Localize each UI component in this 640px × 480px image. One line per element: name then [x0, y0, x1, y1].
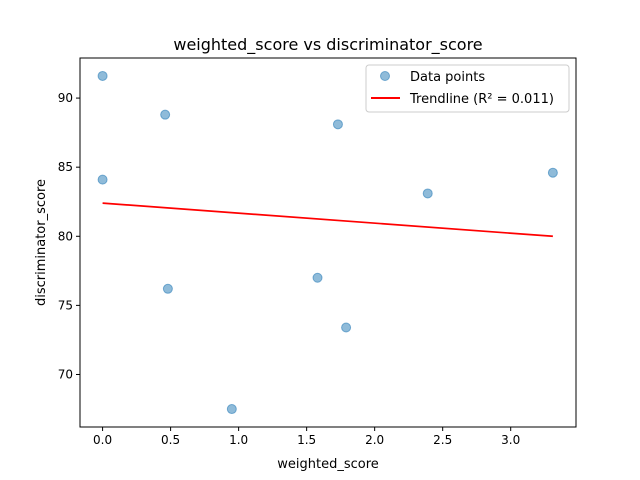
legend-marker-data-points — [380, 71, 390, 81]
y-tick-label: 70 — [58, 367, 73, 381]
plot-area-frame — [79, 57, 577, 428]
x-tick-label: 0.0 — [93, 433, 112, 447]
data-point — [422, 188, 433, 199]
data-point — [97, 174, 108, 185]
data-point — [97, 70, 108, 81]
y-tick-label: 75 — [58, 298, 73, 312]
data-point — [226, 404, 237, 415]
y-tick-label: 85 — [58, 160, 73, 174]
x-tick-label: 3.0 — [501, 433, 520, 447]
x-tick-label: 1.0 — [229, 433, 248, 447]
x-tick-label: 2.5 — [433, 433, 452, 447]
x-tick-label: 2.0 — [365, 433, 384, 447]
y-axis-label: discriminator_score — [34, 179, 49, 306]
plot-marks — [97, 70, 558, 415]
legend-box — [365, 64, 570, 113]
legend: Data points Trendline (R² = 0.011) — [365, 64, 570, 113]
data-point — [160, 109, 171, 120]
x-tick-label: 1.5 — [297, 433, 316, 447]
trendline — [102, 202, 553, 238]
data-point — [332, 119, 343, 130]
data-point — [341, 322, 352, 333]
legend-label-data-points: Data points — [410, 70, 485, 85]
x-axis-ticks: 0.0 0.5 1.0 1.5 2.0 2.5 3.0 — [93, 427, 520, 447]
x-tick-label: 0.5 — [161, 433, 180, 447]
y-tick-label: 80 — [58, 229, 73, 243]
chart-title: weighted_score vs discriminator_score — [173, 35, 482, 55]
data-point — [312, 272, 323, 283]
y-tick-label: 90 — [58, 91, 73, 105]
legend-label-trendline: Trendline (R² = 0.011) — [409, 92, 554, 107]
x-axis-label: weighted_score — [277, 457, 379, 472]
y-axis-ticks: 70 75 80 85 90 — [58, 91, 80, 381]
data-point — [162, 283, 173, 294]
data-point — [547, 167, 558, 178]
